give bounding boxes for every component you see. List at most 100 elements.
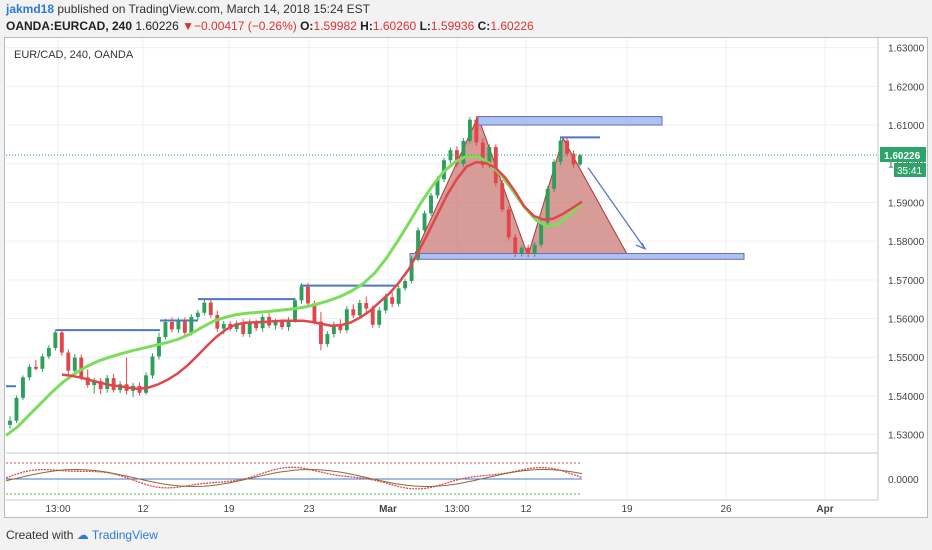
candle-body: [500, 183, 505, 210]
last-price: 1.60226: [135, 19, 179, 33]
grid: [6, 38, 878, 500]
candle-body: [396, 288, 401, 304]
price-tick-label: 1.54000: [888, 392, 925, 403]
candle-body: [157, 337, 161, 357]
candle-body: [364, 303, 369, 309]
demand-zone: [409, 253, 745, 260]
candle-body: [293, 300, 297, 321]
candle-body: [370, 308, 375, 325]
time-tick-label: 13:00: [45, 504, 70, 515]
publish-text: published on TradingView.com, March 14, …: [57, 2, 371, 16]
candle-body: [506, 209, 511, 238]
tradingview-link[interactable]: TradingView: [91, 528, 158, 542]
candle-body: [312, 303, 317, 322]
candle-body: [454, 150, 459, 164]
candle-body: [202, 302, 207, 313]
candle-body: [182, 320, 187, 333]
candle-body: [526, 247, 531, 254]
candle-body: [429, 195, 433, 214]
candle-body: [325, 333, 330, 345]
ema-slow-line: [5, 154, 584, 437]
candle-body: [519, 247, 524, 254]
price-tick-label: 1.59000: [888, 198, 925, 209]
price-tick-label: 1.58000: [888, 237, 925, 248]
candle-body: [27, 366, 32, 378]
low-label: L:: [419, 19, 431, 33]
candle-body: [189, 316, 194, 333]
candle-body: [467, 119, 472, 141]
ema-fast-line: [61, 160, 583, 391]
candle-body: [33, 366, 38, 369]
low-value: 1.59936: [430, 19, 475, 33]
price-tick-label: 1.57000: [888, 276, 925, 287]
candles-layer: [8, 115, 582, 429]
candle-body: [254, 321, 259, 329]
time-tick-label: 12: [137, 504, 149, 515]
candle-body: [403, 280, 408, 289]
candle-body: [539, 222, 544, 245]
candle-body: [195, 312, 200, 317]
osc-slow-line: [5, 468, 583, 488]
candle-body: [40, 356, 45, 369]
ema-layer: [5, 154, 584, 437]
axes-layer: 1.630001.620001.610001.600001.590001.580…: [6, 38, 926, 515]
time-tick-label: 12: [520, 504, 532, 515]
candle-body: [571, 153, 576, 165]
time-tick-label: Apr: [816, 504, 833, 515]
candle-body: [208, 302, 213, 316]
price-change: −0.00417 (−0.26%): [194, 19, 297, 33]
candle-body: [318, 321, 323, 345]
candle-body: [53, 332, 58, 348]
candle-body: [422, 213, 427, 231]
time-tick-label: Mar: [379, 504, 397, 515]
levels-layer: [6, 116, 745, 388]
candle-body: [565, 140, 569, 154]
candle-body: [247, 321, 252, 334]
arrowhead-icon: [635, 242, 647, 251]
candle-body: [344, 309, 349, 331]
candle-body: [59, 332, 64, 353]
candle-body: [176, 320, 181, 330]
close-value: 1.60226: [490, 19, 534, 33]
candle-body: [390, 297, 395, 304]
price-tick-label: 1.55000: [888, 353, 925, 364]
candle-body: [474, 119, 479, 143]
candle-body: [215, 315, 220, 329]
author-link[interactable]: jakmd18: [6, 2, 55, 16]
price-tick-label: 1.62000: [888, 82, 925, 93]
time-tick-label: 13:00: [444, 504, 469, 515]
price-tick-label: 1.61000: [888, 121, 925, 132]
time-tick-label: 26: [720, 504, 732, 515]
open-value: 1.59982: [313, 19, 357, 33]
osc-fast-line: [5, 466, 583, 490]
candle-body: [221, 323, 226, 329]
chart-title: EUR/CAD, 240, OANDA: [14, 49, 134, 61]
candle-body: [286, 320, 291, 328]
chart-frame: [4, 37, 928, 518]
oscillator-pane: 0.0000: [5, 452, 919, 495]
time-tick-label: 23: [303, 504, 315, 515]
candle-body: [163, 321, 168, 338]
oscillator-tick-label: 0.0000: [888, 475, 919, 486]
candle-body: [331, 324, 336, 334]
candle-body: [480, 142, 485, 165]
candle-body: [273, 321, 278, 326]
candle-body: [299, 286, 304, 301]
down-arrow-icon: ▼: [182, 19, 194, 33]
candle-body: [144, 375, 148, 393]
candle-body: [21, 377, 25, 398]
candle-body: [409, 258, 414, 281]
quote-line: OANDA:EURCAD, 240 1.60226 ▼−0.00417 (−0.…: [6, 19, 534, 33]
candle-body: [383, 297, 388, 311]
projection-arrow: [587, 167, 646, 250]
candle-body: [416, 230, 421, 259]
time-tick-label: 19: [621, 504, 633, 515]
candle-body: [169, 321, 174, 330]
candle-body: [435, 179, 440, 196]
open-label: O:: [300, 19, 314, 33]
candle-body: [338, 324, 343, 331]
supply-zone: [477, 116, 663, 126]
candle-body: [461, 140, 466, 164]
candle-body: [513, 237, 518, 254]
